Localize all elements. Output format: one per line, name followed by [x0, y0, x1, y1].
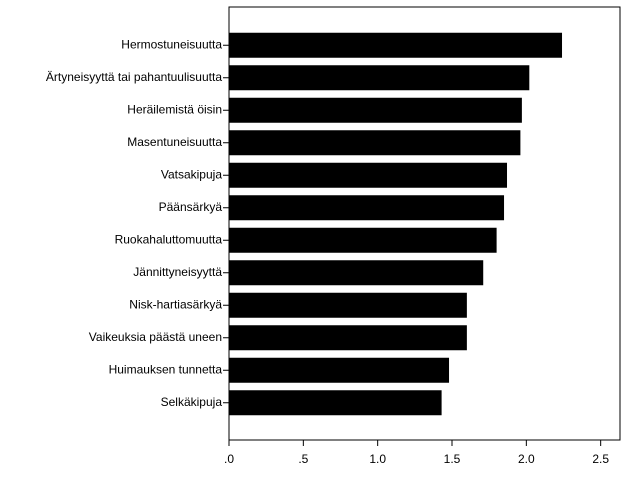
bar [229, 162, 508, 188]
bar [229, 357, 450, 383]
y-tick-label: Huimauksen tunnetta [109, 362, 223, 376]
x-tick-label: .5 [298, 452, 308, 466]
y-tick-label: Päänsärkyä [159, 200, 223, 214]
y-tick-label: Ruokahaluttomuutta [115, 232, 223, 246]
bar [229, 325, 467, 351]
bar [229, 195, 505, 221]
y-tick-label: Masentuneisuutta [127, 135, 222, 149]
plot-frame [228, 6, 621, 441]
bar [229, 227, 497, 253]
x-tick-label: 1.5 [444, 452, 461, 466]
y-tick-label: Selkäkipuja [161, 395, 223, 409]
bar [229, 65, 530, 91]
x-tick-label: 1.0 [369, 452, 386, 466]
y-tick-label: Nisk-hartiasärkyä [129, 297, 222, 311]
bar [229, 32, 563, 58]
x-tick-label: 2.0 [518, 452, 535, 466]
y-tick-label: Vaikeuksia päästä uneen [89, 330, 222, 344]
bar [229, 97, 522, 123]
bar [229, 390, 442, 416]
y-tick-label: Vatsakipuja [161, 167, 222, 181]
bar [229, 130, 521, 156]
bar [229, 260, 484, 286]
y-tick-label: Jännittyneisyyttä [133, 265, 222, 279]
bar [229, 292, 467, 318]
y-tick-label: Heräilemistä öisin [127, 102, 222, 116]
y-tick-label: Ärtyneisyyttä tai pahantuulisuutta [46, 70, 222, 84]
y-tick-label: Hermostuneisuutta [121, 37, 222, 51]
x-tick-label: .0 [224, 452, 234, 466]
x-tick-label: 2.5 [592, 452, 609, 466]
